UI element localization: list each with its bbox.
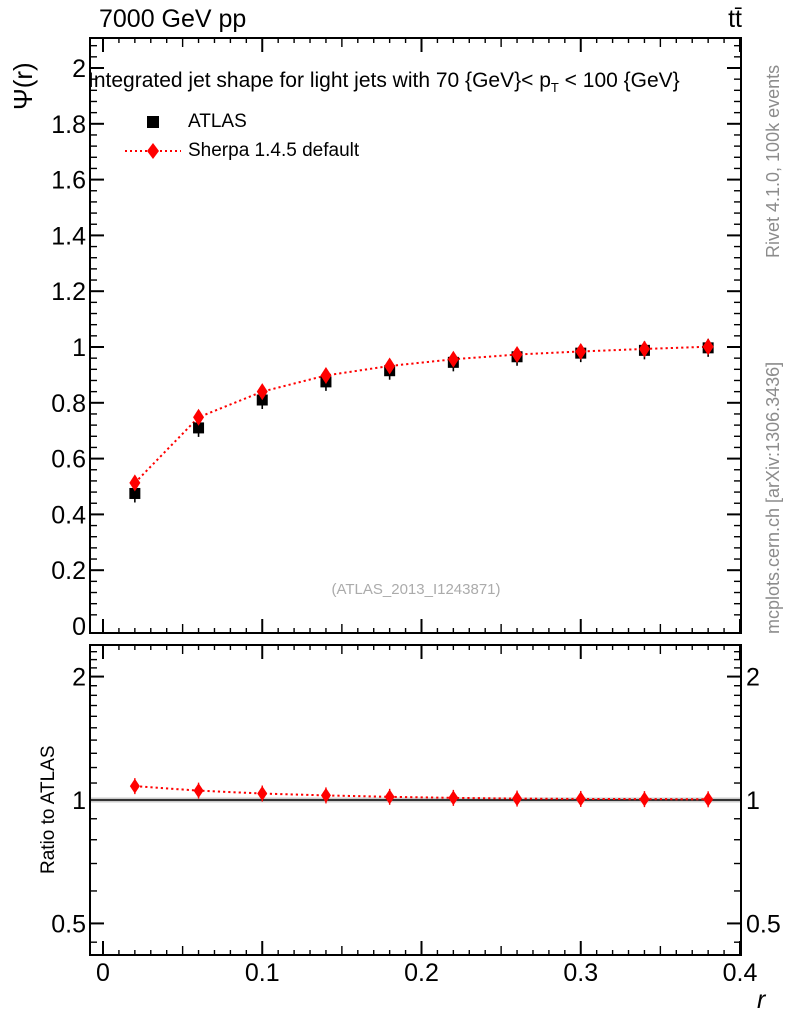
sherpa-ratio-point xyxy=(639,791,650,807)
sherpa-ratio-point xyxy=(320,787,331,803)
y-tick-label: 0.4 xyxy=(51,501,86,529)
ratio-y-axis-title: Ratio to ATLAS xyxy=(38,745,59,875)
beam-energy-label: 7000 GeV pp xyxy=(99,5,247,33)
y-tick-label: 0.6 xyxy=(51,446,86,474)
x-tick-label: 0.2 xyxy=(404,959,439,987)
sherpa-data-point xyxy=(256,383,268,401)
square-marker-icon xyxy=(124,112,182,132)
x-tick-label: 0.3 xyxy=(563,959,598,987)
rivet-version-label: Rivet 4.1.0, 100k events xyxy=(763,64,783,258)
sherpa-ratio-point xyxy=(257,786,268,802)
sherpa-data-point xyxy=(575,342,587,360)
x-tick-label: 0.1 xyxy=(245,959,280,987)
sherpa-ratio-point xyxy=(512,791,523,807)
plot-title-suffix: < 100 {GeV} xyxy=(558,69,680,92)
sherpa-data-point xyxy=(702,338,714,356)
sherpa-data-point xyxy=(511,346,523,364)
sherpa-ratio-point xyxy=(129,778,140,794)
y-tick-label: 1.6 xyxy=(51,167,86,195)
atlas-data-point xyxy=(193,422,205,434)
sherpa-data-point xyxy=(320,366,332,384)
sherpa-ratio-point xyxy=(703,791,714,807)
sherpa-ratio-point xyxy=(193,783,204,799)
legend-label: Sherpa 1.4.5 default xyxy=(188,139,360,161)
sherpa-data-point xyxy=(384,357,396,375)
legend-item-sherpa: Sherpa 1.4.5 default xyxy=(124,136,359,165)
main-y-axis-title: Ψ(r) xyxy=(8,62,38,110)
legend: ATLAS Sherpa 1.4.5 default xyxy=(124,107,359,165)
y-tick-label: 1 xyxy=(72,334,86,362)
ratio-y-tick-label: 1 xyxy=(72,787,86,815)
sherpa-ratio-point xyxy=(448,790,459,806)
y-tick-label: 0.8 xyxy=(51,390,86,418)
sherpa-line xyxy=(134,345,709,484)
sherpa-ratio-point xyxy=(575,791,586,807)
legend-item-atlas: ATLAS xyxy=(124,107,359,136)
y-tick-label: 0 xyxy=(72,613,86,641)
sherpa-data-point xyxy=(129,474,141,492)
x-axis-title: r xyxy=(757,986,766,1014)
sherpa-ratio-line xyxy=(134,785,709,801)
analysis-id-watermark: (ATLAS_2013_I1243871) xyxy=(331,581,501,598)
plot-title-subscript: T xyxy=(550,80,559,96)
y-tick-label: 1.8 xyxy=(51,111,86,139)
x-tick-label: 0 xyxy=(96,959,110,987)
plot-title-text: Integrated jet shape for light jets with… xyxy=(88,69,551,92)
y-tick-label: 1.4 xyxy=(51,222,86,250)
ratio-y-tick-label: 0.5 xyxy=(51,910,86,938)
y-tick-label: 0.2 xyxy=(51,557,86,585)
process-label: tt̄ xyxy=(728,5,742,33)
ratio-y-tick-label: 1 xyxy=(746,787,760,815)
ratio-y-tick-label: 2 xyxy=(746,664,760,692)
sherpa-ratio-point xyxy=(384,789,395,805)
plot-title: Integrated jet shape for light jets with… xyxy=(88,69,680,95)
ratio-y-tick-label: 2 xyxy=(72,664,86,692)
y-tick-label: 1.2 xyxy=(51,278,86,306)
y-tick-label: 2 xyxy=(72,55,86,83)
mcplots-reference-label: mcplots.cern.ch [arXiv:1306.3436] xyxy=(763,361,783,634)
legend-label: ATLAS xyxy=(188,110,247,132)
sherpa-data-point xyxy=(193,408,205,426)
atlas-data-point xyxy=(129,487,141,499)
x-tick-label: 0.4 xyxy=(723,959,758,987)
diamond-marker-icon xyxy=(124,141,182,161)
sherpa-data-point xyxy=(447,350,459,368)
sherpa-data-point xyxy=(638,340,650,358)
ratio-y-tick-label: 0.5 xyxy=(746,910,781,938)
